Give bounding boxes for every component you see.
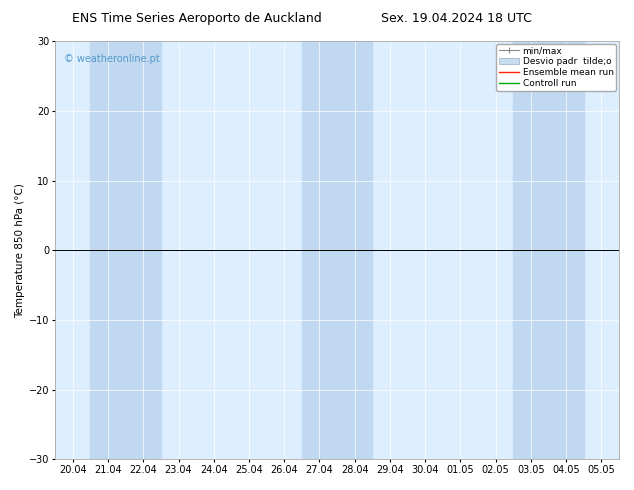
Bar <box>91 41 126 460</box>
Bar <box>514 41 548 460</box>
Text: © weatheronline.pt: © weatheronline.pt <box>63 53 159 64</box>
Bar <box>548 41 584 460</box>
Legend: min/max, Desvio padr  tilde;o, Ensemble mean run, Controll run: min/max, Desvio padr tilde;o, Ensemble m… <box>496 44 616 91</box>
Y-axis label: Temperature 850 hPa (°C): Temperature 850 hPa (°C) <box>15 183 25 318</box>
Text: ENS Time Series Aeroporto de Auckland: ENS Time Series Aeroporto de Auckland <box>72 12 321 25</box>
Bar <box>302 41 337 460</box>
Bar <box>337 41 372 460</box>
Text: Sex. 19.04.2024 18 UTC: Sex. 19.04.2024 18 UTC <box>381 12 532 25</box>
Bar <box>126 41 161 460</box>
